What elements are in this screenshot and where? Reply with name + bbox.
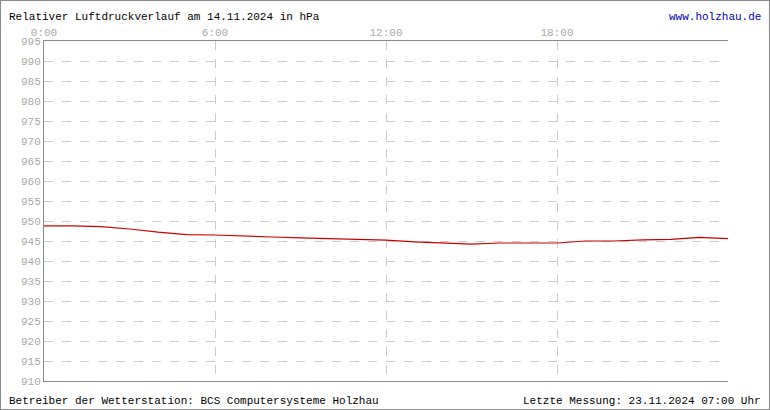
- svg-text:12:00: 12:00: [369, 27, 402, 39]
- svg-text:6:00: 6:00: [202, 27, 228, 39]
- svg-text:935: 935: [21, 276, 41, 288]
- svg-text:940: 940: [21, 256, 41, 268]
- svg-text:980: 980: [21, 96, 41, 108]
- svg-text:945: 945: [21, 236, 41, 248]
- svg-text:950: 950: [21, 216, 41, 228]
- svg-text:18:00: 18:00: [540, 27, 573, 39]
- svg-text:930: 930: [21, 296, 41, 308]
- svg-text:955: 955: [21, 196, 41, 208]
- svg-text:995: 995: [21, 36, 41, 48]
- svg-text:920: 920: [21, 336, 41, 348]
- svg-text:985: 985: [21, 76, 41, 88]
- svg-text:990: 990: [21, 56, 41, 68]
- svg-text:Betreiber der Wetterstation: B: Betreiber der Wetterstation: BCS Compute…: [9, 395, 379, 407]
- svg-text:960: 960: [21, 176, 41, 188]
- svg-text:915: 915: [21, 356, 41, 368]
- svg-text:970: 970: [21, 136, 41, 148]
- svg-text:Letzte Messung: 23.11.2024 07:: Letzte Messung: 23.11.2024 07:00 Uhr: [523, 395, 761, 407]
- svg-text:925: 925: [21, 316, 41, 328]
- svg-text:0:00: 0:00: [31, 27, 57, 39]
- svg-text:www.holzhau.de: www.holzhau.de: [669, 11, 761, 23]
- svg-text:Relativer Luftdruckverlauf am: Relativer Luftdruckverlauf am 14.11.2024…: [9, 11, 320, 23]
- svg-text:975: 975: [21, 116, 41, 128]
- svg-text:965: 965: [21, 156, 41, 168]
- svg-text:910: 910: [21, 376, 41, 388]
